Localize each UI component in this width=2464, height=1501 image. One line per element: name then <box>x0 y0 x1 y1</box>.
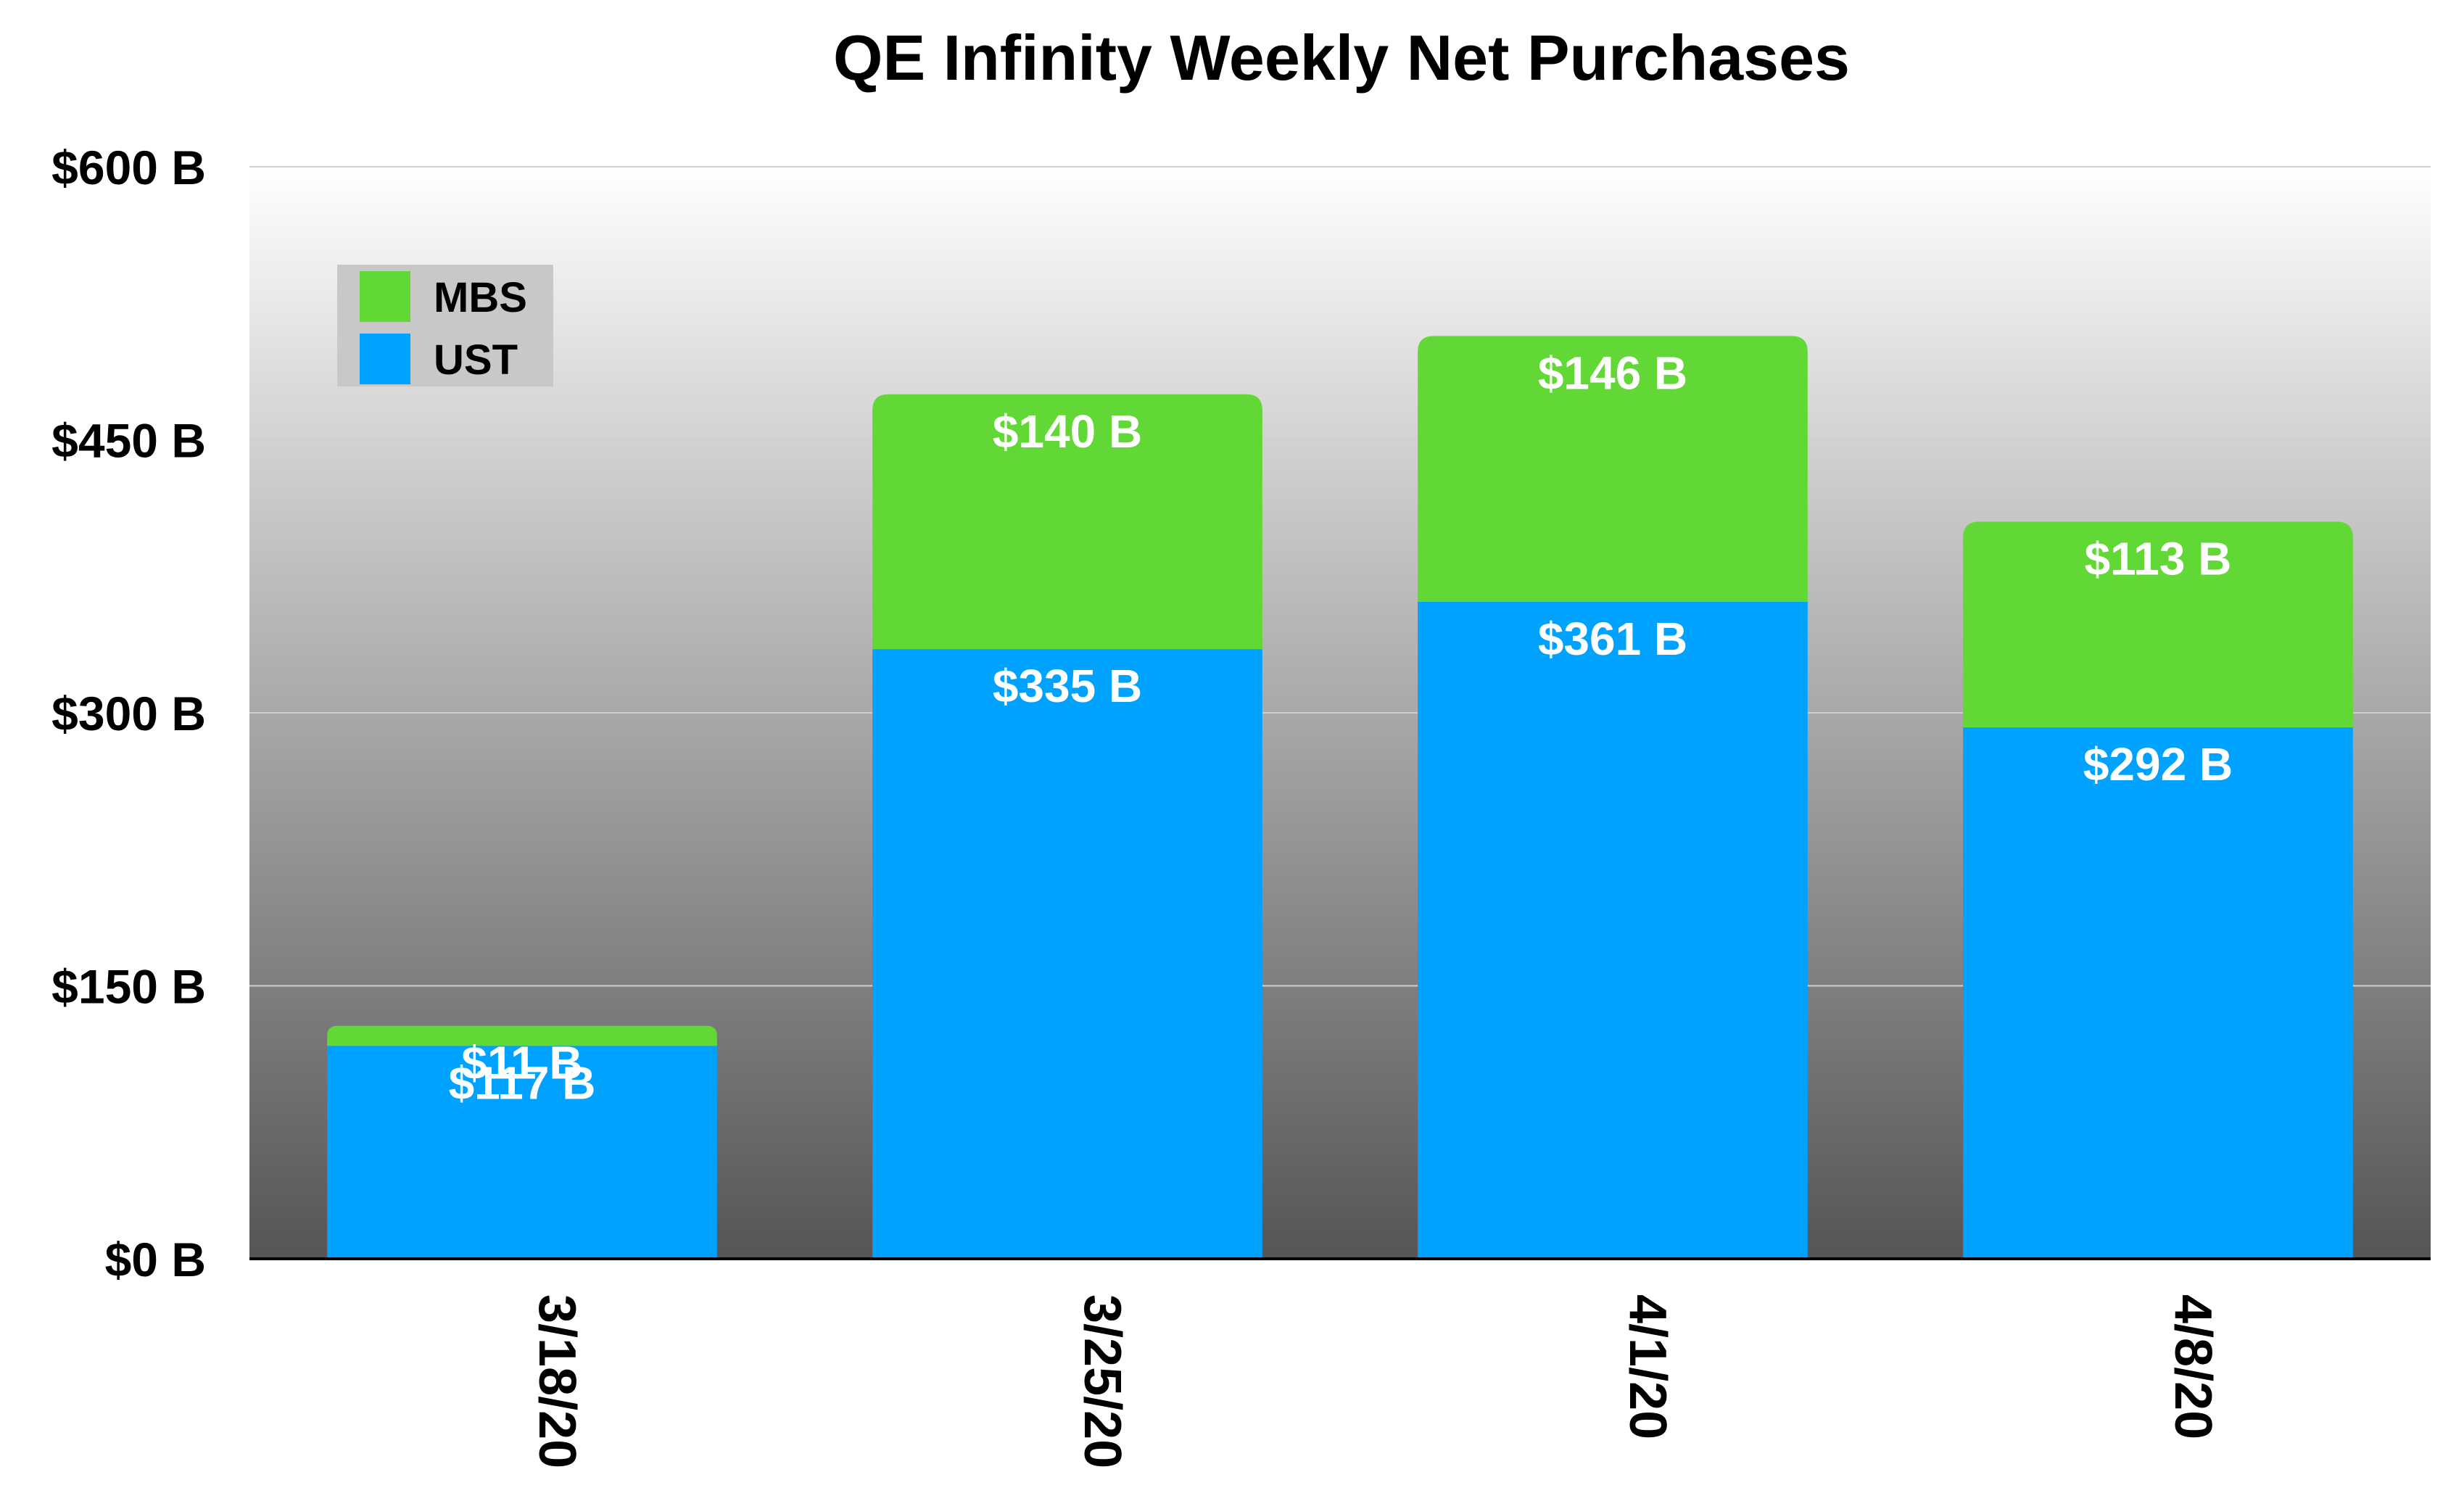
x-tick-label-3-18-20: 3/18/20 <box>528 1294 586 1468</box>
bar-mbs-4-1-20 <box>1418 336 1808 602</box>
x-tick-label-4-1-20: 4/1/20 <box>1618 1294 1677 1439</box>
y-tick-label-600: $600 B <box>51 141 206 194</box>
x-axis-ticks: 3/18/20 3/25/20 4/1/20 4/8/20 <box>528 1294 2222 1468</box>
bar-ust-4-1-20 <box>1418 601 1808 1259</box>
y-tick-label-450: $450 B <box>51 414 206 468</box>
data-label-mbs-4-1-20: $146 B <box>1538 347 1687 399</box>
legend: MBS UST <box>337 265 553 386</box>
legend-label-ust: UST <box>434 336 518 384</box>
y-tick-label-300: $300 B <box>51 687 206 740</box>
data-label-mbs-4-8-20: $113 B <box>2085 532 2232 584</box>
bar-mbs-3-18-20 <box>327 1025 717 1046</box>
bar-mbs-4-8-20 <box>1963 521 2353 728</box>
data-label-ust-3-18-20: $117 B <box>449 1057 596 1109</box>
data-label-mbs-3-25-20: $140 B <box>993 405 1142 458</box>
legend-swatch-ust <box>360 334 410 384</box>
bar-ust-3-25-20 <box>872 649 1262 1259</box>
data-label-ust-4-8-20: $292 B <box>2083 738 2233 790</box>
legend-swatch-mbs <box>360 271 410 322</box>
x-tick-label-3-25-20: 3/25/20 <box>1073 1294 1131 1468</box>
y-tick-label-0: $0 B <box>105 1233 206 1286</box>
bars <box>327 336 2353 1259</box>
x-tick-label-4-8-20: 4/8/20 <box>2164 1294 2222 1439</box>
data-labels: $117 B$11 B $335 B $140 B $361 B $146 B $292 … <box>449 347 2233 1109</box>
bar-mbs-3-25-20 <box>872 394 1262 650</box>
data-label-mbs-3-18-20: $11 B <box>461 1037 582 1089</box>
data-label-ust-3-25-20: $335 B <box>993 660 1142 712</box>
data-label-ust-4-1-20: $361 B <box>1538 613 1687 665</box>
y-tick-label-150: $150 B <box>51 960 206 1014</box>
y-axis-ticks: $0 B $150 B $300 B $450 B $600 B <box>51 141 206 1286</box>
bar-ust-4-8-20 <box>1963 727 2353 1259</box>
legend-label-mbs: MBS <box>434 274 527 321</box>
chart-title: QE Infinity Weekly Net Purchases <box>833 22 1850 94</box>
bar-ust-3-18-20 <box>327 1046 717 1259</box>
